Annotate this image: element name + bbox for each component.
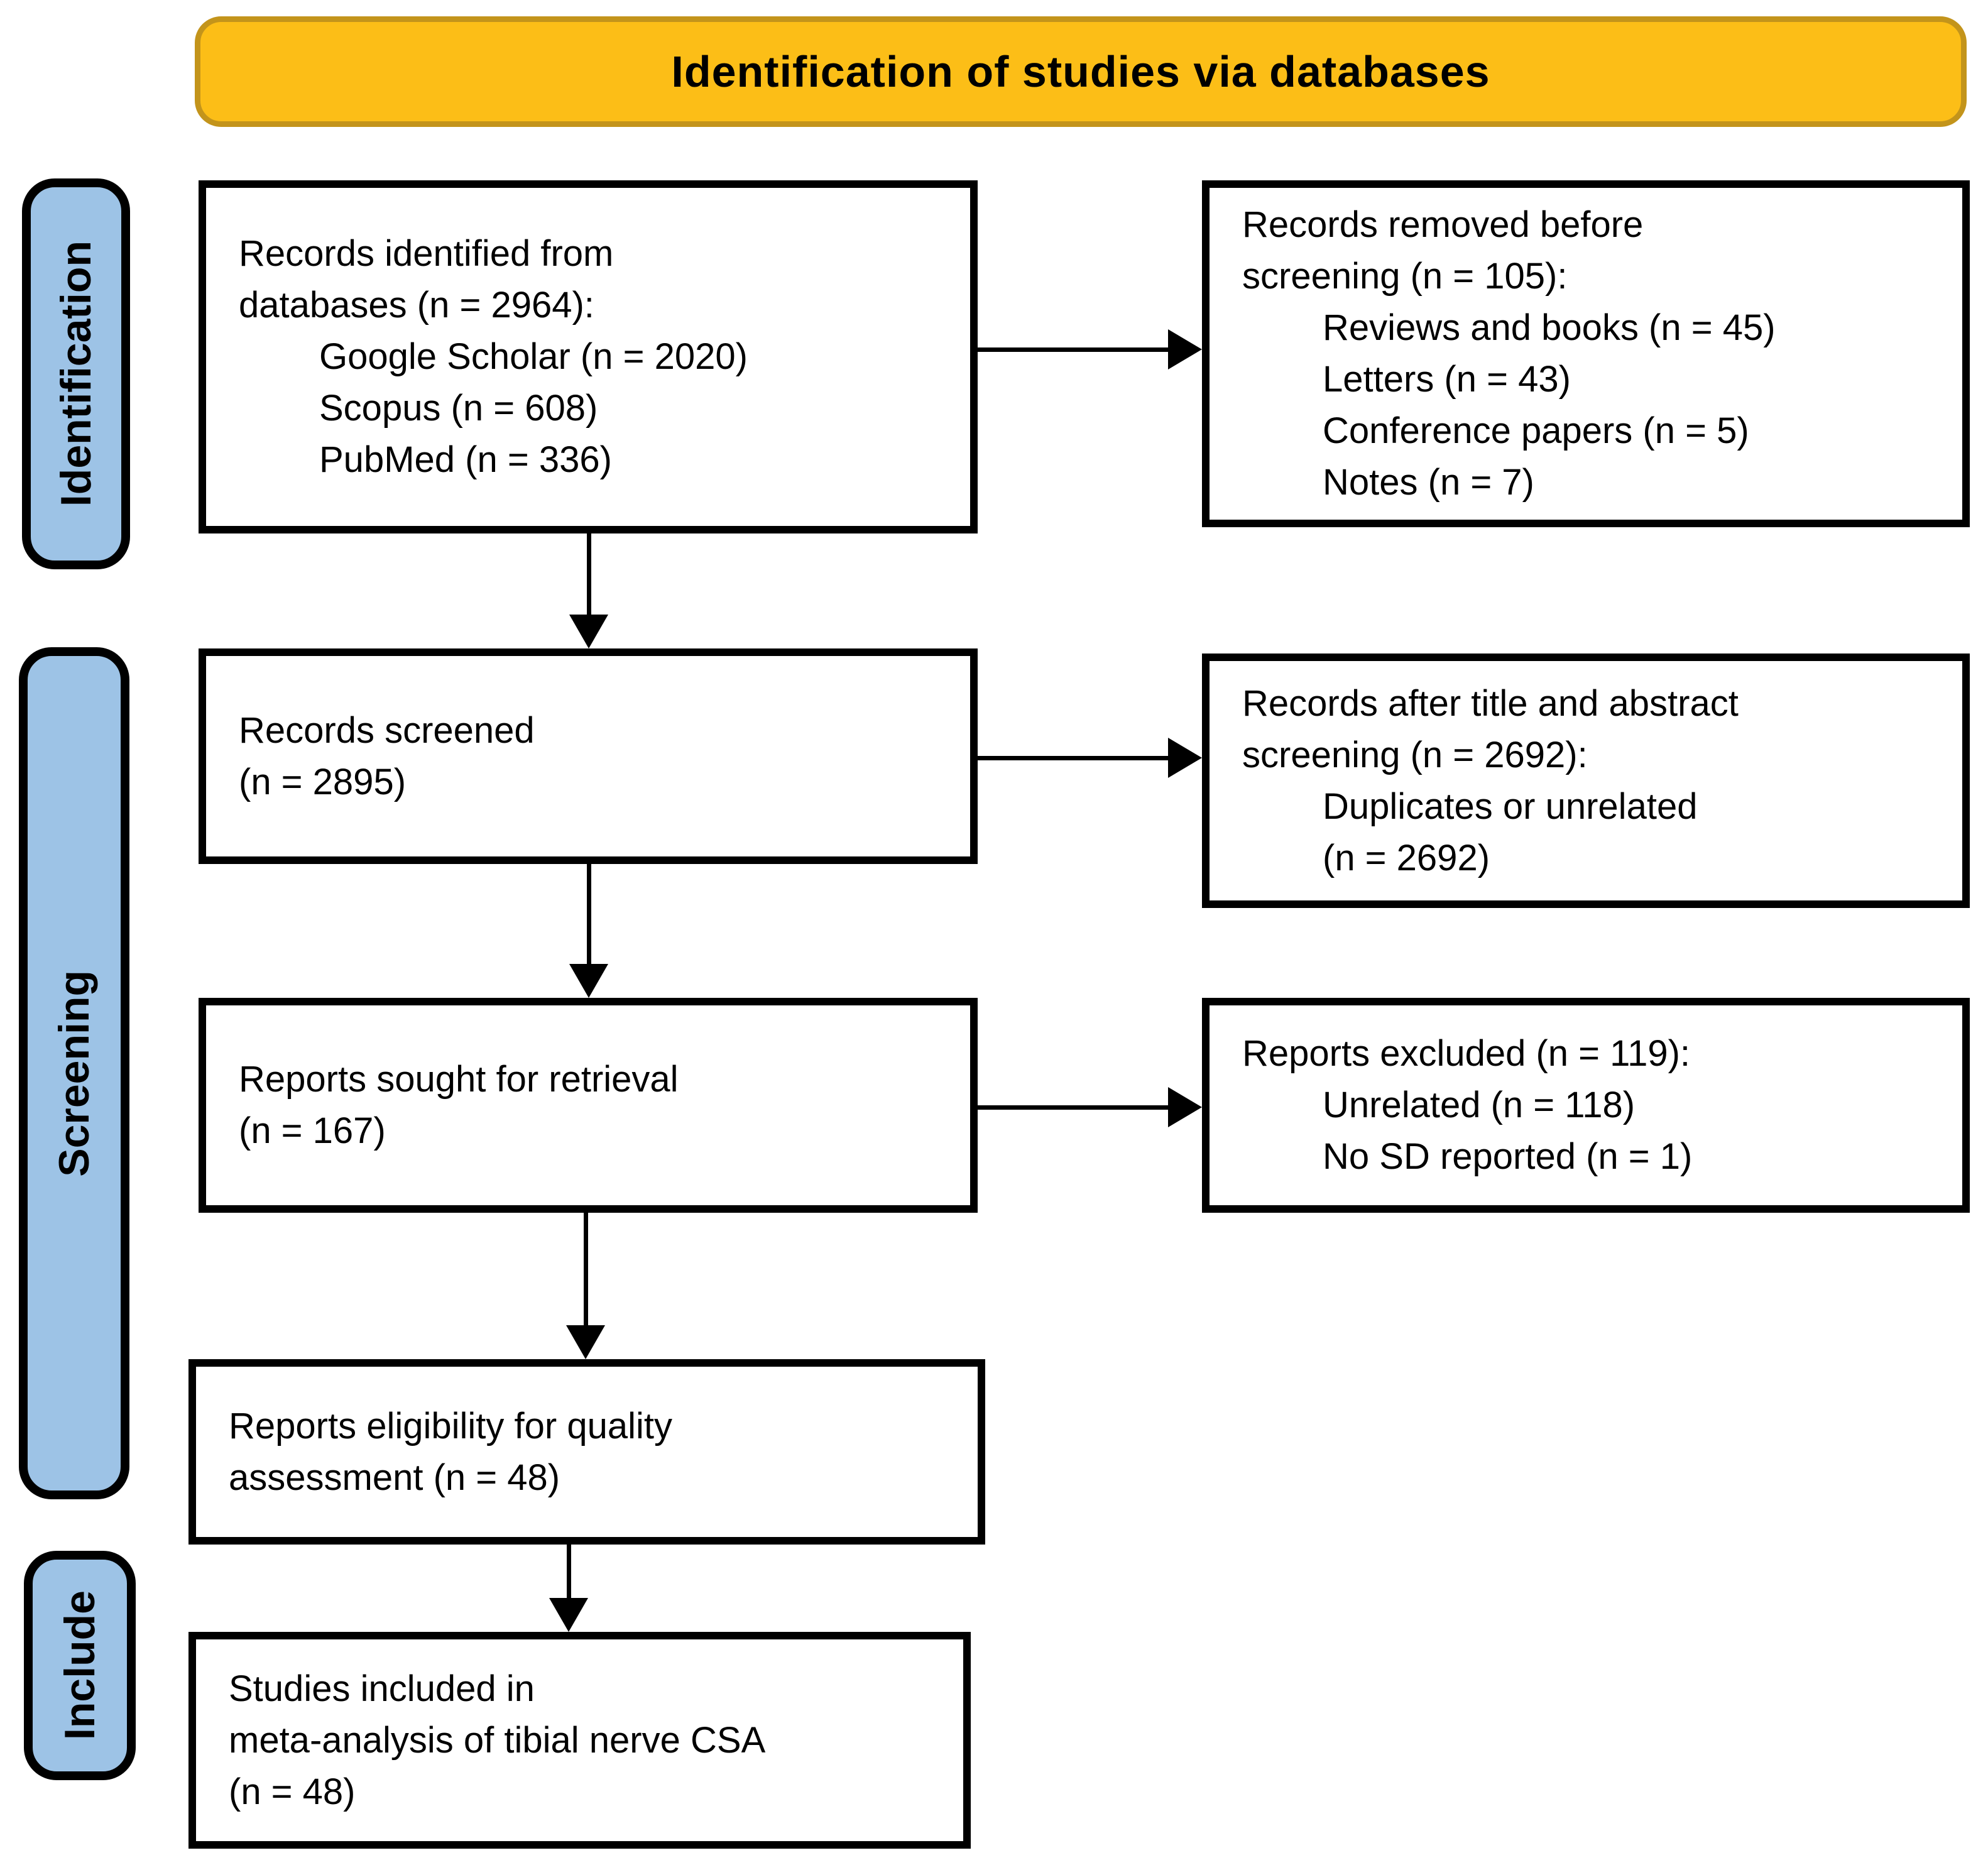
text-line: Reports excluded (n = 119): [1242,1033,1691,1074]
arrow-shaft [584,1213,588,1326]
text-line: Duplicates or unrelated [1323,785,1698,827]
text-line: (n = 2895) [239,761,407,802]
box-studies-included: Studies included in meta-analysis of tib… [188,1632,971,1849]
stage-label-screening-text: Screening [50,970,98,1177]
arrow-shaft [587,533,591,616]
text-line: screening (n = 2692): [1242,734,1588,775]
stage-label-identification: Identification [22,178,130,569]
arrowhead-down-icon [566,1325,605,1359]
text-line: Records identified from [239,233,614,274]
box-reports-sought: Reports sought for retrieval (n = 167) [199,998,978,1213]
arrow-screened-to-sought [568,864,609,998]
text-line: Google Scholar (n = 2020) [319,336,748,377]
arrow-eligibility-to-included [548,1545,589,1632]
text-line: Letters (n = 43) [1323,359,1571,400]
text-line: Notes (n = 7) [1323,462,1534,503]
arrow-identified-to-screened [568,533,609,648]
box-records-after-screening: Records after title and abstract screeni… [1202,654,1970,908]
text-line: Reports eligibility for quality [229,1405,672,1447]
text-line: (n = 2692) [1323,837,1490,878]
text-line: Reports sought for retrieval [239,1059,679,1100]
arrow-screened-to-after-screening [978,737,1202,779]
arrowhead-down-icon [569,615,608,648]
arrow-shaft [587,864,591,965]
text-line: screening (n = 105): [1242,256,1568,297]
text-line: Records removed before [1242,204,1644,245]
stage-label-include: Include [24,1551,136,1780]
text-line: databases (n = 2964): [239,285,594,325]
text-line: (n = 48) [229,1771,356,1812]
arrow-shaft [978,1105,1170,1110]
box-records-screened: Records screened (n = 2895) [199,648,978,864]
arrow-shaft [567,1545,571,1599]
text-line: meta-analysis of tibial nerve CSA [229,1719,766,1761]
text-line: assessment (n = 48) [229,1457,560,1498]
text-line: (n = 167) [239,1110,386,1151]
text-line: Reviews and books (n = 45) [1323,307,1776,348]
arrowhead-down-icon [549,1598,588,1632]
box-records-identified: Records identified from databases (n = 2… [199,180,978,533]
text-line: Scopus (n = 608) [319,388,598,429]
arrowhead-right-icon [1168,329,1202,369]
arrow-identified-to-removed [978,329,1202,370]
stage-label-include-text: Include [56,1590,104,1741]
box-reports-excluded: Reports excluded (n = 119): Unrelated (n… [1202,998,1970,1213]
banner-title-text: Identification of studies via databases [671,47,1490,96]
text-line: PubMed (n = 336) [319,439,612,480]
arrow-shaft [978,756,1170,760]
arrow-shaft [978,347,1170,352]
arrowhead-down-icon [569,964,608,998]
stage-label-identification-text: Identification [52,241,100,507]
text-line: Studies included in [229,1668,535,1709]
box-reports-eligibility: Reports eligibility for quality assessme… [188,1359,985,1545]
box-records-removed: Records removed before screening (n = 10… [1202,180,1970,527]
text-line: Records after title and abstract [1242,682,1739,724]
banner-title: Identification of studies via databases [195,16,1967,127]
text-line: Records screened [239,709,535,751]
stage-label-screening: Screening [19,647,129,1499]
arrowhead-right-icon [1168,1087,1202,1127]
arrowhead-right-icon [1168,738,1202,778]
arrow-sought-to-excluded [978,1086,1202,1128]
text-line: Conference papers (n = 5) [1323,410,1749,451]
text-line: Unrelated (n = 118) [1323,1085,1636,1125]
arrow-sought-to-eligibility [565,1213,606,1359]
text-line: No SD reported (n = 1) [1323,1136,1693,1177]
